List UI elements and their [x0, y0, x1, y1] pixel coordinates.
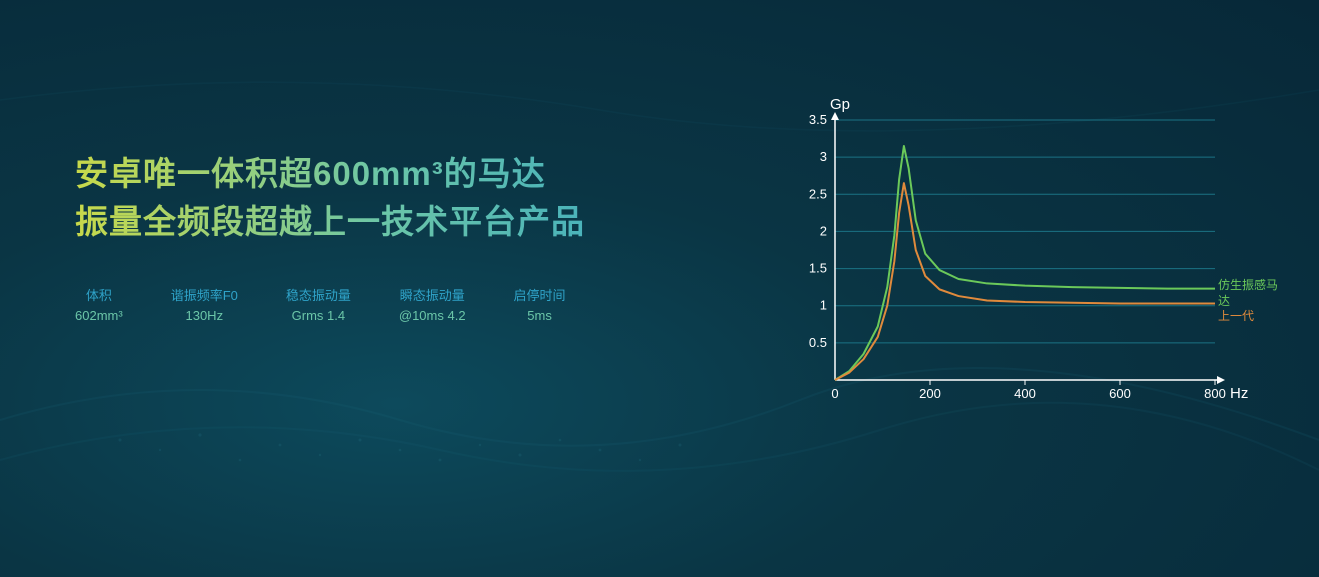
spec-item: 体积602mm³	[75, 286, 123, 328]
spec-item: 启停时间5ms	[514, 286, 566, 328]
left-content: 安卓唯一体积超600mm³的马达 振量全频段超越上一技术平台产品 体积602mm…	[75, 150, 755, 327]
svg-text:0.5: 0.5	[809, 335, 827, 350]
chart-x-label: Hz	[1230, 385, 1248, 402]
legend-item-previous: 上一代	[1218, 309, 1280, 325]
spec-label: 体积	[75, 286, 123, 307]
spec-label: 瞬态振动量	[399, 286, 466, 307]
spec-item: 瞬态振动量@10ms 4.2	[399, 286, 466, 328]
spec-item: 谐振频率F0130Hz	[171, 286, 238, 328]
headline-line1: 安卓唯一体积超600mm³的马达	[75, 150, 755, 198]
spec-value: Grms 1.4	[286, 306, 351, 327]
svg-text:2: 2	[820, 223, 827, 238]
svg-text:1: 1	[820, 298, 827, 313]
svg-text:0: 0	[831, 386, 838, 401]
svg-text:3: 3	[820, 149, 827, 164]
spec-label: 谐振频率F0	[171, 286, 238, 307]
resonance-chart: 0.5 1 1.5 2 2.5 3 3.5 0 200 400 600 800	[790, 100, 1280, 430]
spec-item: 稳态振动量Grms 1.4	[286, 286, 351, 328]
svg-text:400: 400	[1014, 386, 1036, 401]
spec-value: 5ms	[514, 306, 566, 327]
svg-text:800: 800	[1204, 386, 1226, 401]
spec-label: 稳态振动量	[286, 286, 351, 307]
chart-y-label: Gp	[830, 96, 850, 113]
svg-text:3.5: 3.5	[809, 112, 827, 127]
svg-text:600: 600	[1109, 386, 1131, 401]
svg-text:1.5: 1.5	[809, 261, 827, 276]
legend-item-current: 仿生振感马达	[1218, 278, 1280, 309]
spec-value: 130Hz	[171, 306, 238, 327]
svg-text:2.5: 2.5	[809, 186, 827, 201]
headline: 安卓唯一体积超600mm³的马达 振量全频段超越上一技术平台产品	[75, 150, 755, 246]
chart-legend: 仿生振感马达 上一代	[1218, 278, 1280, 325]
spec-row: 体积602mm³ 谐振频率F0130Hz 稳态振动量Grms 1.4 瞬态振动量@10…	[75, 286, 755, 328]
svg-text:200: 200	[919, 386, 941, 401]
headline-line2: 振量全频段超越上一技术平台产品	[75, 198, 755, 246]
chart-container: Gp 0.511.522.533.50200400600800 Hz 仿生振感马…	[790, 100, 1280, 430]
spec-value: @10ms 4.2	[399, 306, 466, 327]
spec-value: 602mm³	[75, 306, 123, 327]
spec-label: 启停时间	[514, 286, 566, 307]
